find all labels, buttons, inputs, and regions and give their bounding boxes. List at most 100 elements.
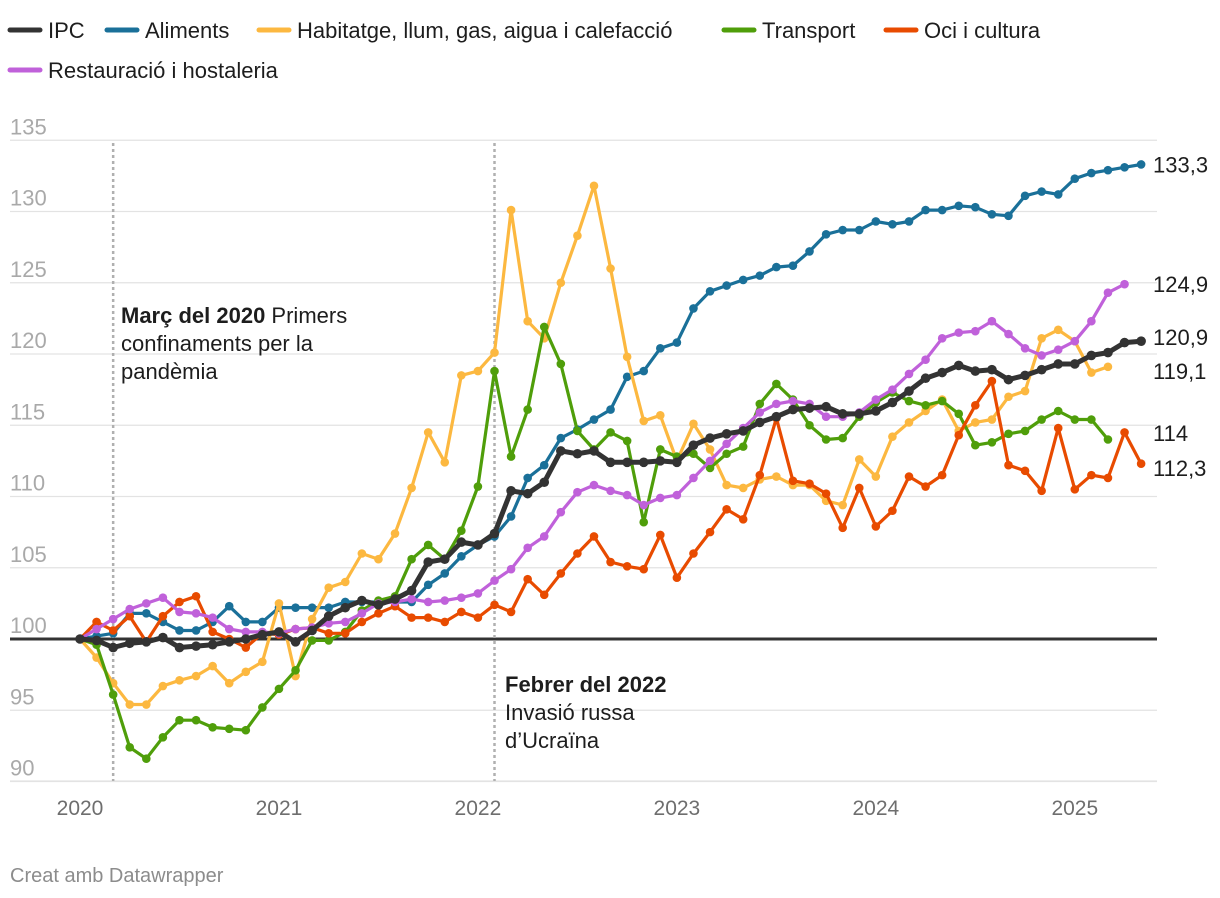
data-point: [224, 678, 234, 688]
data-point: [904, 217, 914, 226]
data-point: [556, 507, 566, 517]
data-point: [573, 549, 582, 558]
data-point: [440, 617, 450, 627]
data-point: [142, 754, 151, 763]
data-point: [953, 360, 964, 371]
data-point: [573, 231, 582, 241]
data-point: [921, 205, 930, 215]
data-point: [1004, 460, 1013, 470]
data-point: [656, 445, 665, 454]
data-point: [888, 432, 897, 441]
data-point: [937, 205, 947, 215]
data-point: [871, 472, 881, 481]
data-point: [158, 611, 168, 621]
data-point: [1020, 386, 1030, 396]
data-point: [124, 638, 135, 649]
data-point: [738, 426, 748, 436]
data-point: [954, 201, 964, 211]
legend-label: Transport: [762, 18, 855, 43]
data-point: [689, 419, 698, 429]
data-point: [606, 557, 615, 567]
data-point: [92, 624, 101, 634]
data-point: [457, 371, 466, 380]
data-point: [589, 415, 599, 424]
data-point: [357, 617, 367, 627]
annotation-text: Febrer del 2022: [505, 672, 666, 697]
data-point: [837, 409, 848, 419]
data-point: [606, 264, 615, 273]
data-point: [1003, 374, 1014, 385]
data-point: [158, 733, 168, 742]
y-tick-label: 135: [10, 114, 47, 139]
data-point: [506, 205, 516, 215]
data-point: [755, 271, 765, 280]
data-point: [191, 641, 201, 651]
data-point: [324, 603, 334, 612]
data-point: [390, 594, 400, 604]
data-point: [291, 603, 300, 612]
data-point: [805, 479, 814, 488]
data-point: [108, 690, 118, 699]
x-tick-label: 2022: [455, 797, 502, 820]
data-point: [705, 445, 715, 454]
x-tick-label: 2025: [1051, 797, 1098, 820]
data-point: [1087, 415, 1096, 424]
data-point: [1004, 429, 1013, 439]
data-point: [771, 411, 782, 422]
legend-label: Aliments: [145, 18, 229, 43]
data-point: [1020, 370, 1030, 381]
data-point: [622, 490, 632, 500]
data-point: [1070, 359, 1080, 369]
data-point: [1120, 163, 1129, 172]
data-point: [672, 457, 682, 468]
legend-label: Oci i cultura: [924, 18, 1041, 43]
data-point: [1087, 168, 1096, 178]
data-point: [622, 352, 632, 362]
data-point: [821, 401, 831, 412]
data-point: [307, 614, 317, 624]
data-point: [473, 482, 483, 491]
annotation-text: Març del 2020 Primers: [121, 303, 347, 328]
data-point: [971, 326, 980, 336]
data-point: [108, 614, 118, 624]
data-point: [340, 602, 351, 613]
data-point: [1020, 191, 1030, 201]
y-tick-label: 105: [10, 542, 47, 567]
data-point: [1120, 279, 1129, 289]
data-point: [207, 639, 218, 650]
data-point: [655, 456, 666, 466]
legend-label: IPC: [48, 18, 85, 43]
data-point: [307, 603, 317, 612]
y-axis-ticks: 90 95 100 105 110 115 120 125 130 135: [10, 114, 47, 780]
annotation-rest: Primers: [265, 303, 347, 328]
data-point: [125, 611, 135, 621]
data-point: [1053, 190, 1063, 199]
data-point: [1004, 329, 1013, 339]
data-point: [439, 554, 450, 564]
data-point: [340, 629, 350, 638]
data-point: [75, 634, 85, 644]
data-point: [888, 220, 897, 229]
data-point: [506, 607, 516, 617]
data-point: [921, 355, 930, 365]
data-point: [506, 452, 516, 461]
annotation-rest: Invasió russa: [505, 700, 635, 725]
data-point: [274, 684, 284, 694]
data-point: [340, 617, 350, 627]
data-point: [1103, 288, 1113, 298]
data-point: [224, 724, 234, 734]
data-point: [258, 703, 267, 712]
data-point: [821, 435, 831, 444]
x-tick-label: 2020: [57, 797, 104, 820]
data-point: [324, 629, 334, 638]
data-point: [871, 406, 881, 416]
data-point: [722, 281, 731, 290]
data-point: [423, 540, 433, 550]
data-point: [705, 463, 715, 473]
data-point: [805, 247, 814, 256]
data-point: [1037, 486, 1046, 496]
data-point: [473, 366, 483, 376]
y-tick-label: 90: [10, 756, 34, 781]
data-point: [1087, 470, 1096, 480]
